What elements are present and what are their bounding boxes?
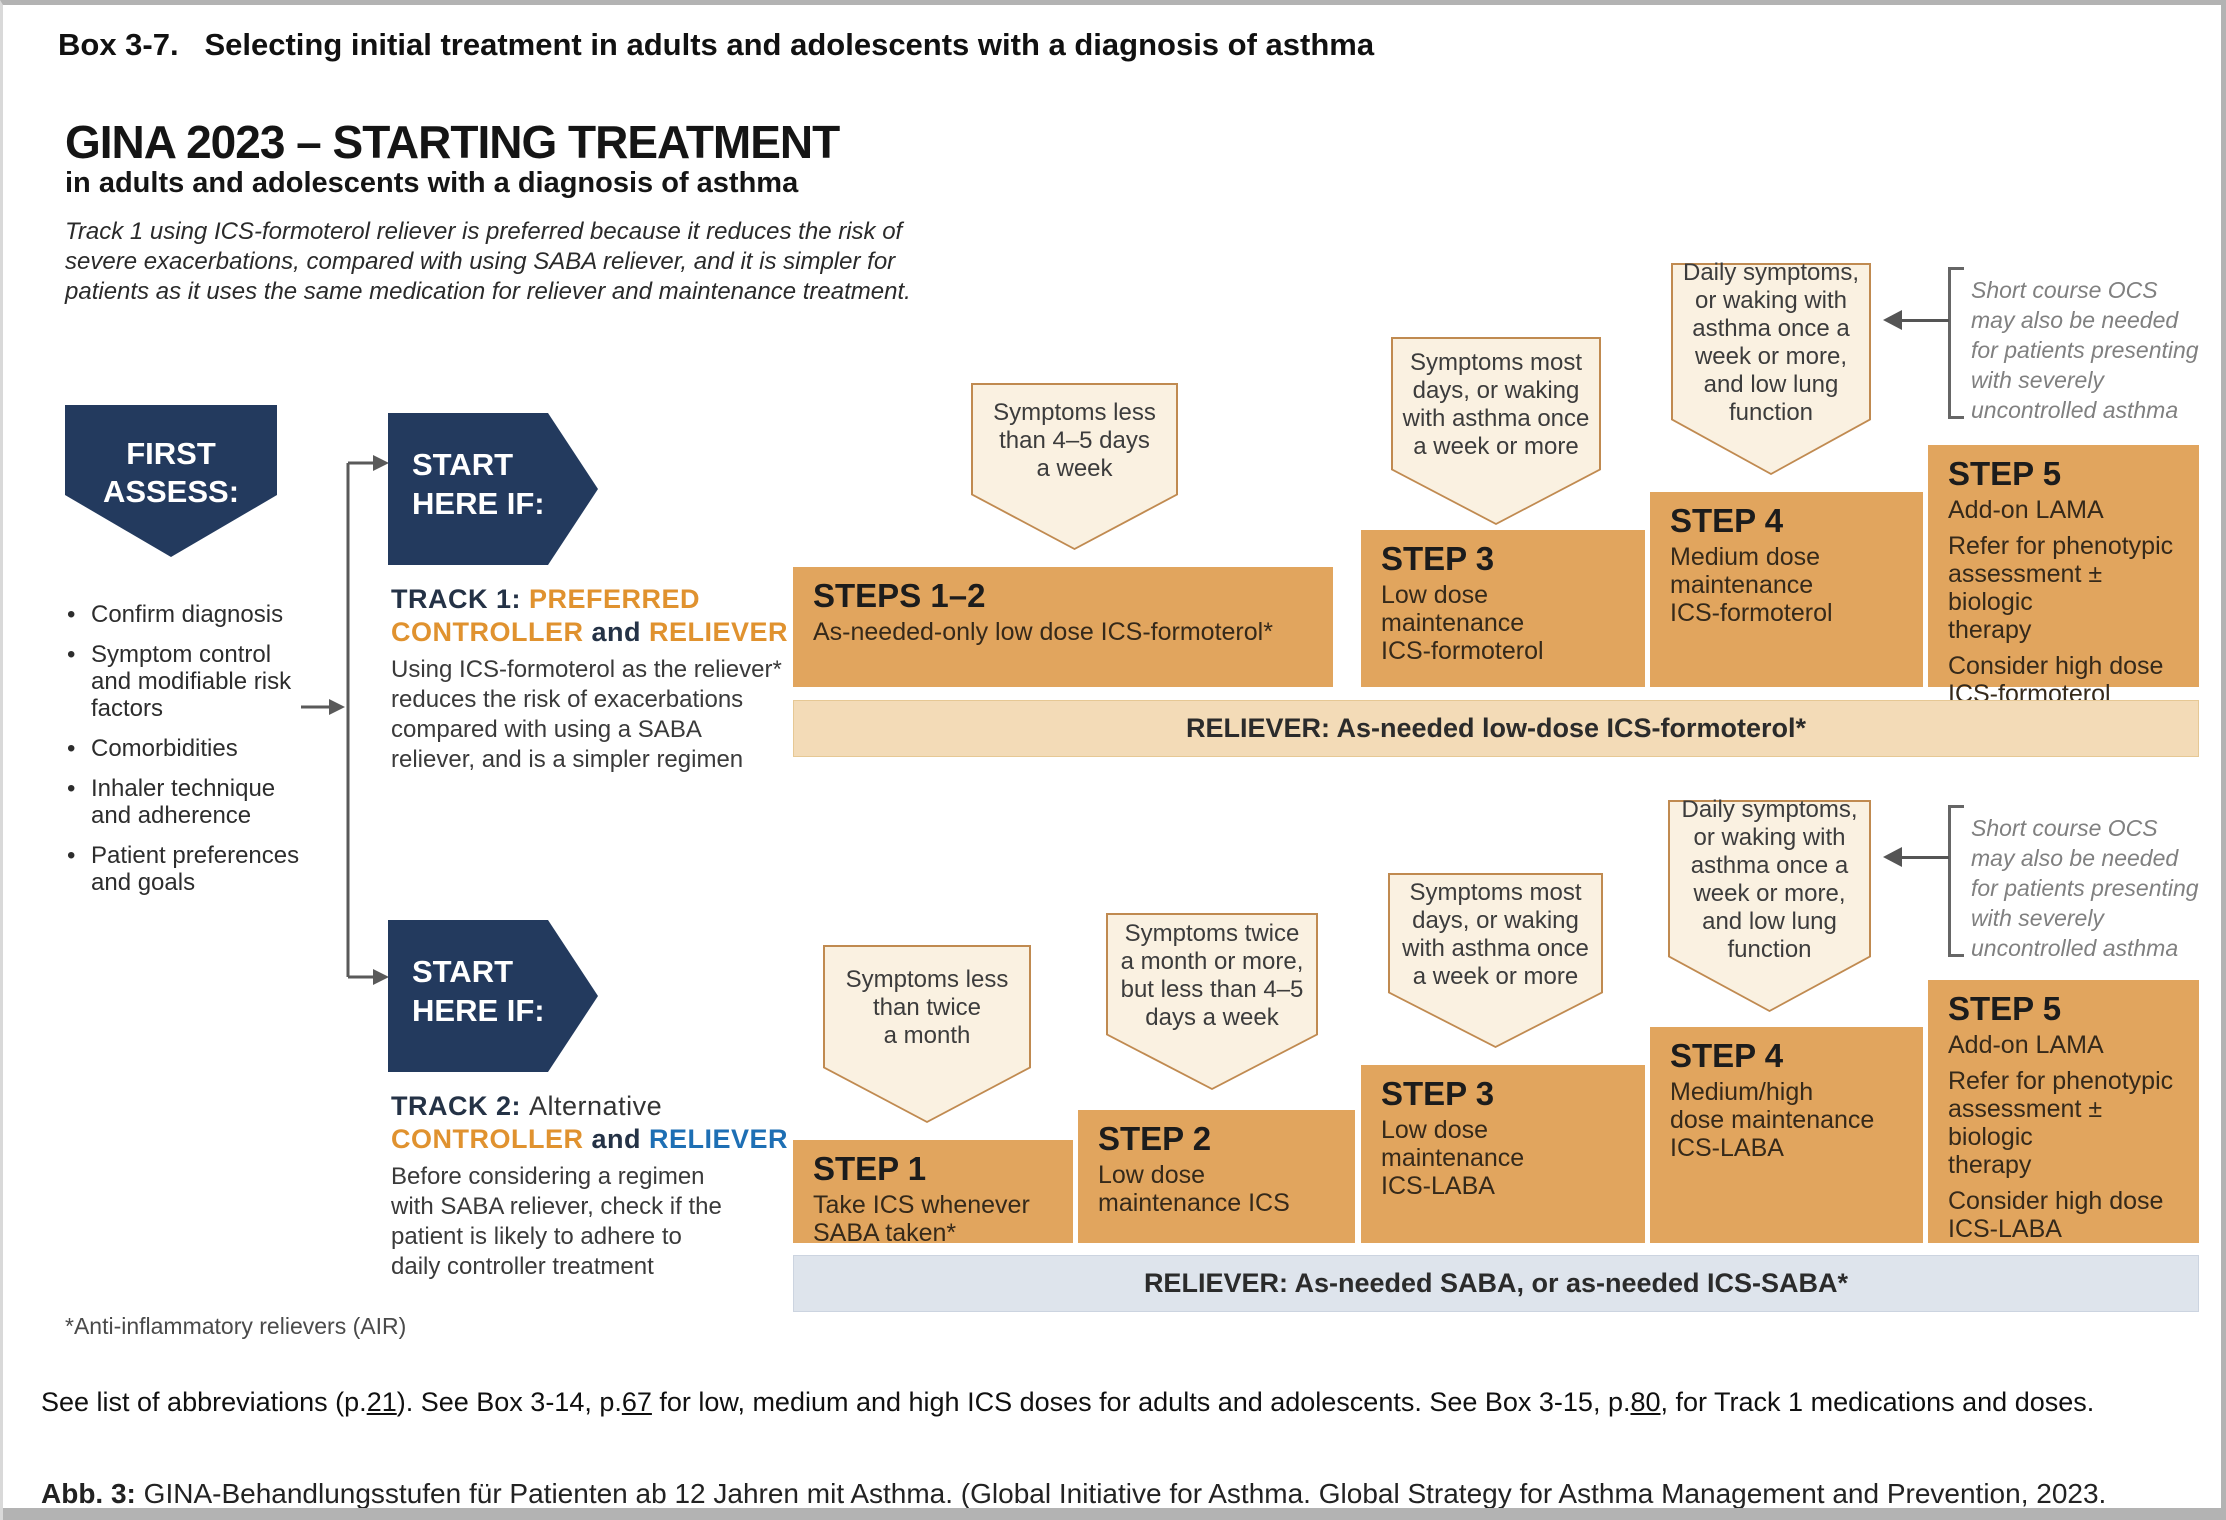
page-link-80[interactable]: 80 [1630,1387,1661,1417]
callout-track2-step1: Symptoms less than twice a month [823,945,1031,1123]
reliever-bar-track2: RELIEVER: As-needed SABA, or as-needed I… [793,1255,2199,1312]
figure-caption: Abb. 3: GINA-Behandlungsstufen für Patie… [41,1478,2107,1520]
step-body: Refer for phenotypic assessment ± biolog… [1948,1067,2174,1179]
step-title: STEP 4 [1670,1037,1784,1074]
connector-arrows-icon [301,455,389,985]
step-body: Consider high dose ICS-LABA [1948,1187,2164,1243]
step-body: Take ICS whenever SABA taken* [813,1191,1030,1247]
step-body: Add-on LAMA [1948,496,2104,524]
callout-track1-step4: Daily symptoms, or waking with asthma on… [1671,259,1871,475]
box-header: Box 3-7. Selecting initial treatment in … [58,27,1374,63]
bracket-icon [1948,805,1964,957]
step-title: STEP 5 [1948,990,2062,1027]
first-assess-banner: FIRST ASSESS: [65,405,277,557]
reliever-bar-track1: RELIEVER: As-needed low-dose ICS-formote… [793,700,2199,757]
step-title: STEP 5 [1948,455,2062,492]
step-title: STEPS 1–2 [813,577,986,614]
figure-intro: Track 1 using ICS-formoterol reliever is… [65,218,911,305]
assess-item: Inhaler technique and adherence [65,775,317,829]
callout-track1-step3: Symptoms most days, or waking with asthm… [1391,337,1601,525]
assess-item: Symptom control and modifiable risk fact… [65,641,317,722]
callout-track2-step4: Daily symptoms, or waking with asthma on… [1668,796,1871,1012]
track1-description: Using ICS-formoterol as the reliever* re… [391,656,782,773]
step-body: Low dose maintenance ICS-formoterol [1381,581,1544,665]
page-link-67[interactable]: 67 [621,1387,652,1417]
bracket-icon [1948,267,1964,419]
figure-subtitle: in adults and adolescents with a diagnos… [65,167,799,199]
step-box-track1-step4: STEP 4 Medium dose maintenance ICS-formo… [1650,492,1923,687]
step-title: STEP 4 [1670,502,1784,539]
track2-description: Before considering a regimen with SABA r… [391,1163,722,1280]
step-body: Refer for phenotypic assessment ± biolog… [1948,532,2174,644]
step-box-track2-step1: STEP 1 Take ICS whenever SABA taken* [793,1140,1073,1247]
air-footnote: *Anti-inflammatory relievers (AIR) [65,1313,407,1339]
step-body: Consider high dose ICS-formoterol [1948,652,2164,708]
step-box-track1-step3: STEP 3 Low dose maintenance ICS-formoter… [1361,530,1645,687]
caption-prefix: Abb. 3: [41,1478,136,1509]
bottom-border-strip [3,1508,2221,1520]
step-title: STEP 1 [813,1150,927,1187]
assess-list: Confirm diagnosis Symptom control and mo… [65,601,317,909]
assess-item: Confirm diagnosis [65,601,317,628]
page-link-21[interactable]: 21 [366,1387,397,1417]
track1-heading: TRACK 1: PREFERRED CONTROLLER and RELIEV… [391,584,789,647]
assess-item: Patient preferences and goals [65,842,317,896]
step-title: STEP 3 [1381,1075,1495,1112]
box-label: Box 3-7. [58,27,179,62]
callout-track2-step2: Symptoms twice a month or more, but less… [1106,913,1318,1090]
step-box-track2-step5: STEP 5 Add-on LAMA Refer for phenotypic … [1928,980,2199,1243]
step-title: STEP 3 [1381,540,1495,577]
step-body: Low dose maintenance ICS [1098,1161,1290,1217]
box-title: Selecting initial treatment in adults an… [204,27,1375,62]
step-body: Medium/high dose maintenance ICS-LABA [1670,1078,1875,1162]
track2-text-block: TRACK 2: Alternative CONTROLLER and RELI… [391,1090,801,1282]
left-arrow-icon [1883,847,1949,867]
step-title: STEP 2 [1098,1120,1212,1157]
track1-text-block: TRACK 1: PREFERRED CONTROLLER and RELIEV… [391,583,801,775]
step-body: Low dose maintenance ICS-LABA [1381,1116,1525,1200]
step-body: Medium dose maintenance ICS-formoterol [1670,543,1833,627]
step-box-track1-steps1-2: STEPS 1–2 As-needed-only low dose ICS-fo… [793,567,1333,687]
track2-heading: TRACK 2: Alternative CONTROLLER and RELI… [391,1091,789,1154]
step-box-track1-step5: STEP 5 Add-on LAMA Refer for phenotypic … [1928,445,2199,708]
ocs-note-track2: Short course OCS may also be needed for … [1971,815,2199,961]
step-box-track2-step2: STEP 2 Low dose maintenance ICS [1078,1110,1355,1243]
callout-track2-step3: Symptoms most days, or waking with asthm… [1388,873,1603,1048]
assess-item: Comorbidities [65,735,317,762]
step-body: Add-on LAMA [1948,1031,2104,1059]
ocs-note-track1: Short course OCS may also be needed for … [1971,277,2199,423]
callout-track1-steps1-2: Symptoms less than 4–5 days a week [971,383,1178,550]
step-body: As-needed-only low dose ICS-formoterol* [813,618,1273,646]
step-box-track2-step3: STEP 3 Low dose maintenance ICS-LABA [1361,1065,1645,1243]
start-here-arrow-track2: START HERE IF: [388,920,598,1072]
figure-title: GINA 2023 – STARTING TREATMENT [65,116,840,168]
left-arrow-icon [1883,310,1949,330]
step-box-track2-step4: STEP 4 Medium/high dose maintenance ICS-… [1650,1027,1923,1243]
start-here-arrow-track1: START HERE IF: [388,413,598,565]
see-note: See list of abbreviations (p.21). See Bo… [41,1387,2095,1417]
